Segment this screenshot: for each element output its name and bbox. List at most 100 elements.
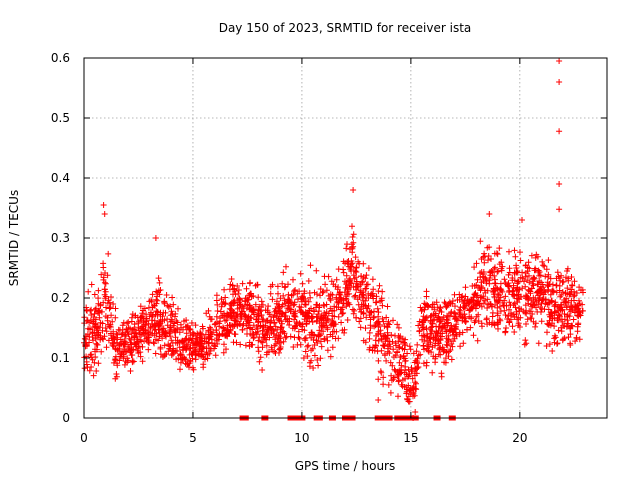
x-tick-label: 0 xyxy=(80,431,88,445)
data-point xyxy=(494,291,501,297)
data-point xyxy=(271,320,278,327)
data-point xyxy=(423,325,430,332)
data-point xyxy=(363,295,370,301)
data-point xyxy=(340,300,347,307)
data-point xyxy=(366,346,373,353)
data-point xyxy=(395,370,402,376)
data-point xyxy=(521,278,527,285)
data-point xyxy=(375,357,382,364)
data-point xyxy=(335,313,342,320)
data-point xyxy=(305,313,312,320)
data-point xyxy=(550,288,557,295)
data-point xyxy=(340,269,347,276)
data-point xyxy=(135,338,141,345)
data-point xyxy=(249,341,256,348)
data-point xyxy=(389,338,396,345)
data-point xyxy=(358,273,365,280)
data-point xyxy=(284,316,291,322)
data-point xyxy=(510,291,517,298)
data-point xyxy=(108,335,115,342)
data-point xyxy=(105,297,112,304)
data-point xyxy=(163,351,170,358)
data-point xyxy=(275,290,281,297)
data-point xyxy=(314,314,321,321)
data-point xyxy=(144,334,151,341)
data-point xyxy=(302,334,309,341)
data-point xyxy=(146,313,153,320)
data-point xyxy=(296,335,303,342)
data-point xyxy=(301,290,308,297)
data-point xyxy=(377,330,384,337)
data-point xyxy=(242,342,249,349)
data-point xyxy=(387,389,394,396)
data-point xyxy=(401,340,408,347)
data-point xyxy=(396,377,402,384)
data-point xyxy=(256,358,263,365)
data-point xyxy=(579,307,586,314)
data-point xyxy=(157,351,164,358)
data-point xyxy=(576,311,583,318)
data-point xyxy=(348,244,355,251)
data-point xyxy=(106,323,113,330)
data-point xyxy=(542,273,549,280)
data-point xyxy=(441,347,448,354)
data-point xyxy=(432,342,438,349)
data-point xyxy=(178,324,185,331)
data-point xyxy=(522,302,529,309)
data-point xyxy=(554,340,561,347)
data-point xyxy=(283,263,289,270)
x-tick-label: 10 xyxy=(294,431,309,445)
data-point xyxy=(566,313,573,320)
data-point xyxy=(278,318,285,325)
data-point xyxy=(227,326,234,333)
data-point xyxy=(209,340,215,346)
data-point xyxy=(558,292,565,298)
data-point xyxy=(145,320,152,327)
data-point xyxy=(197,331,204,338)
data-point xyxy=(482,289,489,296)
data-point xyxy=(549,348,556,354)
data-point xyxy=(103,344,110,351)
data-point xyxy=(212,352,219,359)
data-point xyxy=(103,304,109,311)
data-point xyxy=(501,307,508,314)
data-point-notable xyxy=(519,217,525,223)
data-point xyxy=(171,329,178,336)
data-point xyxy=(277,324,284,331)
data-point xyxy=(407,386,414,393)
data-point xyxy=(565,277,572,284)
data-point xyxy=(343,272,350,279)
data-point xyxy=(263,351,270,358)
data-point xyxy=(460,298,467,305)
data-point xyxy=(568,274,575,280)
data-point xyxy=(317,338,324,345)
data-point xyxy=(85,288,92,295)
data-point xyxy=(441,323,448,329)
data-point xyxy=(267,290,274,297)
data-point xyxy=(202,356,208,363)
data-point xyxy=(125,319,132,326)
data-point xyxy=(420,360,427,367)
data-point xyxy=(491,293,498,300)
data-point xyxy=(103,328,110,335)
data-point xyxy=(429,369,436,376)
data-point xyxy=(513,308,520,315)
data-point xyxy=(524,316,531,323)
data-point xyxy=(515,320,522,327)
data-point xyxy=(545,271,552,278)
data-point xyxy=(467,306,474,313)
data-point xyxy=(363,314,370,321)
data-point xyxy=(554,317,561,323)
data-point xyxy=(277,345,284,352)
data-point xyxy=(303,320,310,327)
y-tick-label: 0 xyxy=(62,411,70,425)
data-point xyxy=(174,340,181,347)
data-point xyxy=(220,325,227,332)
data-point xyxy=(501,276,508,283)
data-point xyxy=(160,309,167,316)
data-point xyxy=(156,320,163,327)
data-point xyxy=(385,345,392,352)
data-point xyxy=(489,313,496,320)
data-point xyxy=(269,296,276,303)
data-point xyxy=(148,298,155,305)
